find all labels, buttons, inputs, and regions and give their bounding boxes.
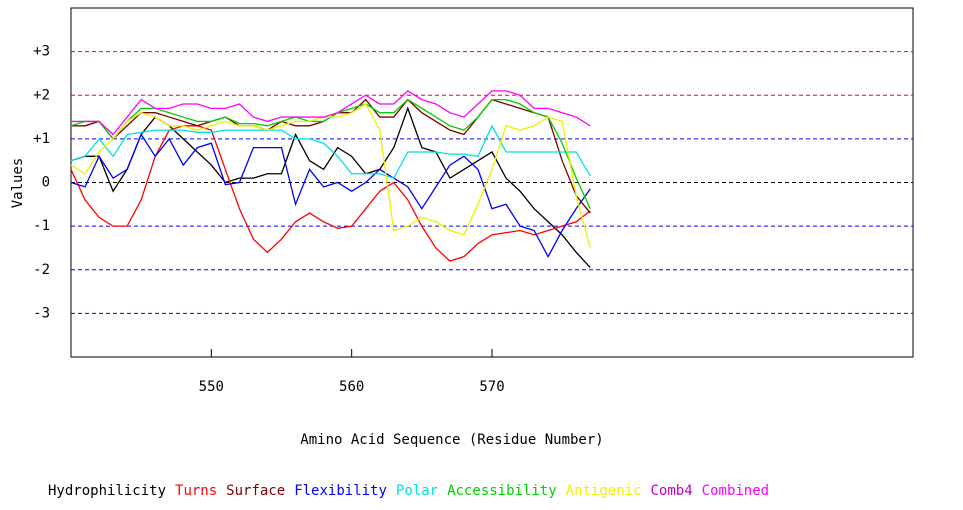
legend-entry: Surface [226,483,286,499]
series-line [70,124,591,179]
series-line [70,133,591,259]
legend-entry: Antigenic [565,483,642,499]
y-tick-label: +3 [33,44,50,60]
x-tick-label: 550 [199,379,224,395]
legend-entry: Hydrophilicity [48,483,167,499]
legend-entry: Accessibility [447,483,557,499]
x-tick-label: 570 [479,379,504,395]
y-axis-title: Values [10,158,26,209]
legend-entry: Comb4 [650,483,693,499]
series-line [70,106,591,269]
y-tick-label: -1 [33,218,50,234]
legend-entry: Flexibility [294,483,387,499]
legend-entry: Polar [395,483,439,499]
legend-entry: Combined [701,483,770,499]
series-line [70,98,591,209]
series-line [70,103,591,249]
y-tick-label: -2 [33,262,50,278]
y-tick-label: +2 [33,87,50,103]
legend: Hydrophilicity Turns Surface Flexibility Pol… [48,483,963,499]
chart: Values Amino Acid Sequence (Residue Numb… [10,7,914,448]
y-tick-label: -3 [33,305,50,321]
y-tick-label: 0 [42,175,50,191]
series-line [71,90,591,136]
x-tick-label: 560 [339,379,364,395]
x-axis-title: Amino Acid Sequence (Residue Number) [300,432,603,448]
legend-entry: Turns [175,483,218,499]
series-line [70,125,591,262]
y-tick-label: +1 [33,131,50,147]
